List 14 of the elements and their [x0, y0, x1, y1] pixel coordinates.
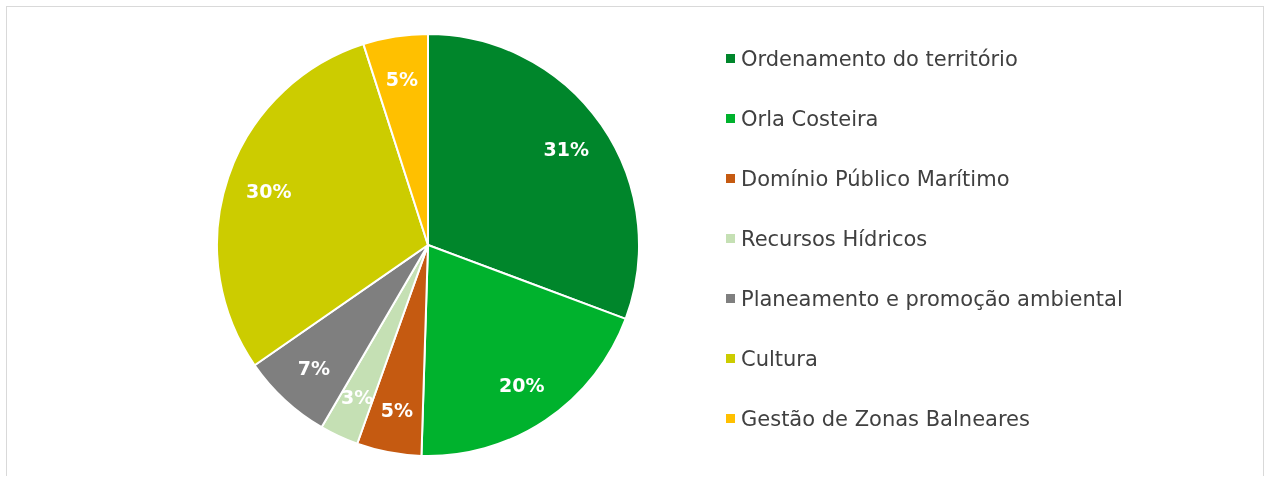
data-label: 3% — [340, 386, 374, 409]
legend-label: Planeamento e promoção ambiental — [741, 286, 1123, 311]
legend-label: Ordenamento do território — [741, 46, 1018, 71]
data-label: 30% — [245, 180, 292, 203]
data-label: 5% — [380, 399, 413, 422]
legend-label: Orla Costeira — [741, 106, 879, 131]
data-label: 7% — [297, 357, 330, 380]
data-label: 20% — [498, 373, 545, 396]
data-label: 5% — [385, 67, 419, 90]
legend-label: Domínio Público Marítimo — [741, 166, 1010, 191]
legend-label: Recursos Hídricos — [741, 226, 928, 251]
data-label: 31% — [543, 138, 589, 161]
legend-label: Gestão de Zonas Balneares — [741, 406, 1030, 431]
legend-label: Cultura — [741, 346, 818, 371]
